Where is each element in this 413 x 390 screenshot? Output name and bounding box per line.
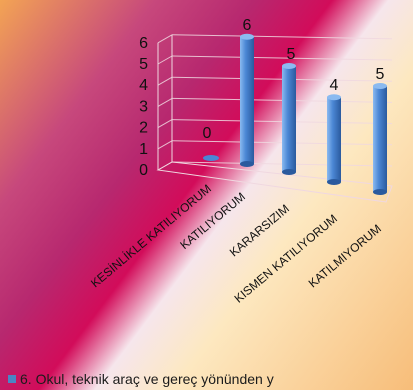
bar-body <box>327 97 341 182</box>
y-tick-label: 6 <box>139 35 148 52</box>
caption-text: 6. Okul, teknik araç ve gereç yönünden y <box>20 371 274 387</box>
gridline-side <box>157 55 173 65</box>
bar-top <box>240 33 254 40</box>
gridline <box>171 34 393 40</box>
data-label: 6 <box>243 17 252 34</box>
bar-base <box>282 169 296 175</box>
bar-top <box>327 94 341 101</box>
bar-top <box>282 63 296 69</box>
y-tick-label: 3 <box>139 98 148 115</box>
chart-grid <box>156 34 393 203</box>
bar <box>203 155 219 161</box>
bar-base <box>203 155 219 161</box>
bar <box>240 33 254 167</box>
x-tick-label: KARARSIZIM <box>227 202 292 260</box>
chart-bars <box>203 33 387 195</box>
bar-body <box>373 86 387 192</box>
gridline-side <box>157 34 173 44</box>
gridline-side <box>157 76 173 86</box>
y-tick-label: 4 <box>139 77 148 94</box>
data-label: 0 <box>203 125 212 142</box>
chart-floor <box>156 161 393 203</box>
bar-body <box>240 36 254 164</box>
gridline-side <box>157 119 173 129</box>
bar <box>327 94 341 185</box>
slide-caption: 6. Okul, teknik araç ve gereç yönünden y <box>8 371 413 387</box>
bar-body <box>282 66 296 172</box>
bar <box>373 83 387 195</box>
data-label: 5 <box>287 46 296 63</box>
y-tick-label: 0 <box>139 162 148 179</box>
y-tick-label: 5 <box>139 56 148 73</box>
gridline-side <box>157 97 173 107</box>
gridline <box>171 55 393 61</box>
bar <box>282 63 296 175</box>
x-tick-label: KISMEN KATILIYORUM <box>231 212 339 306</box>
y-tick-label: 2 <box>139 120 148 137</box>
bar-base <box>240 161 254 167</box>
data-label: 4 <box>330 77 339 94</box>
bullet-icon <box>8 375 16 383</box>
bar-top <box>373 83 387 89</box>
bar-base <box>327 179 341 185</box>
data-label: 5 <box>376 66 385 83</box>
bar-base <box>373 189 387 195</box>
y-tick-label: 1 <box>139 141 148 158</box>
gridline-side <box>157 140 173 150</box>
